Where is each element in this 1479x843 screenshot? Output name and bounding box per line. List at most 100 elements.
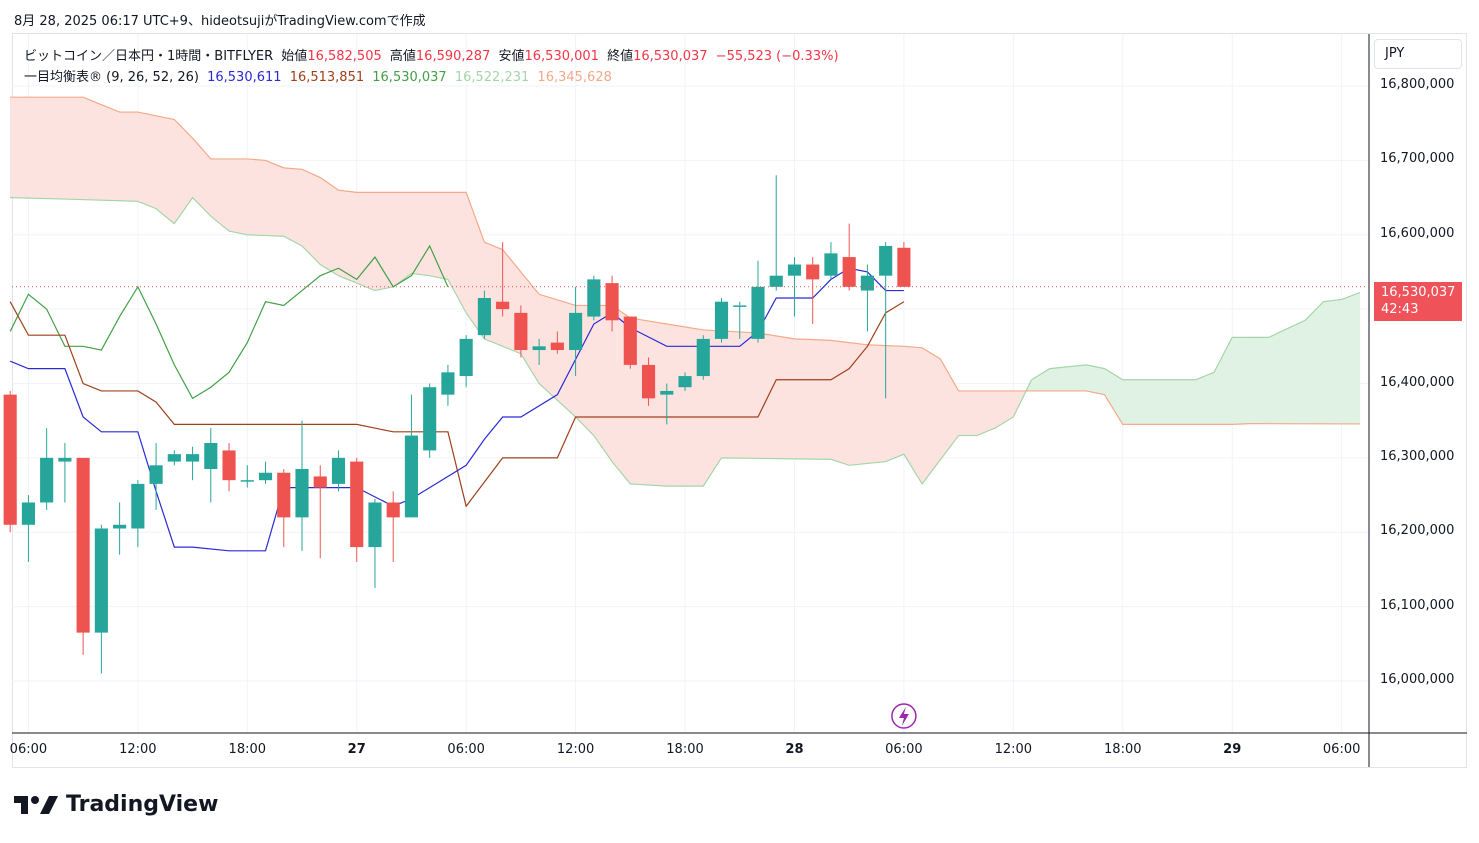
- cloud-bearish-segment: [288, 167, 294, 242]
- symbol-label[interactable]: ビットコイン／日本円・1時間・BITFLYER: [24, 49, 274, 64]
- cloud-bearish-segment: [247, 158, 253, 236]
- cloud-bearish-segment: [470, 204, 476, 327]
- cloud-bullish-segment: [1181, 379, 1187, 425]
- cloud-bearish-segment: [734, 331, 740, 459]
- candle-down: [605, 283, 619, 321]
- cloud-bearish-segment: [23, 96, 29, 199]
- candle-down: [277, 472, 291, 518]
- candles: [3, 175, 911, 674]
- cloud-bearish-segment: [119, 111, 125, 202]
- cloud-bearish-segment: [944, 366, 950, 455]
- candle-up: [21, 502, 35, 525]
- candle-up: [404, 435, 419, 518]
- last-price-tag: 16,530,037 42:43: [1374, 282, 1462, 321]
- cloud-bearish-segment: [370, 192, 376, 291]
- cloud-bullish-segment: [1345, 295, 1352, 425]
- cloud-bullish-segment: [1327, 300, 1333, 425]
- currency-button[interactable]: JPY: [1374, 39, 1462, 69]
- cloud-bearish-segment: [602, 305, 608, 456]
- cloud-bearish-segment: [274, 163, 280, 237]
- cloud-bearish-segment: [771, 334, 777, 459]
- cloud-bearish-segment: [420, 192, 426, 276]
- cloud-bearish-segment: [1003, 390, 1010, 423]
- indicator-label[interactable]: 一目均衡表® (9, 26, 52, 26): [24, 70, 199, 85]
- cloud-bullish-segment: [1254, 337, 1260, 424]
- cloud-bearish-segment: [69, 96, 75, 200]
- y-tick-label: 16,000,000: [1380, 671, 1455, 687]
- cloud-bearish-segment: [452, 192, 458, 297]
- cloud-bearish-segment: [976, 390, 982, 436]
- cloud-bearish-segment: [50, 96, 57, 200]
- x-tick-label: 18:00: [1104, 742, 1142, 757]
- cloud-bearish-segment: [96, 102, 102, 201]
- cloud-bearish-segment: [310, 173, 316, 261]
- cloud-bearish-segment: [228, 158, 234, 233]
- cloud-bearish-segment: [164, 117, 171, 221]
- last-price-value: 16,530,037: [1381, 285, 1456, 300]
- candle-down: [514, 312, 528, 351]
- candle-up: [696, 338, 710, 377]
- cloud-bearish-segment: [652, 321, 658, 486]
- candle-up: [204, 442, 218, 470]
- cloud-bearish-segment: [584, 305, 590, 432]
- cloud-bearish-segment: [60, 96, 66, 200]
- cloud-bearish-segment: [28, 96, 34, 199]
- cloud-bullish-segment: [1149, 379, 1155, 425]
- cloud-bearish-segment: [757, 332, 763, 459]
- cloud-bearish-segment: [306, 170, 312, 256]
- cloud-bearish-segment: [443, 192, 449, 280]
- cloud-bearish-segment: [885, 345, 891, 462]
- cloud-bearish-segment: [461, 192, 467, 313]
- high-value: 16,590,287: [415, 49, 491, 64]
- cloud-bullish-segment: [1286, 326, 1292, 425]
- cloud-bearish-segment: [867, 344, 873, 464]
- cloud-bearish-segment: [397, 192, 403, 284]
- cloud-bearish-segment: [388, 192, 394, 289]
- cloud-bearish-segment: [78, 96, 84, 200]
- cloud-bullish-segment: [1291, 324, 1297, 425]
- cloud-bullish-segment: [1131, 379, 1137, 425]
- cloud-bearish-segment: [73, 96, 79, 200]
- cloud-bearish-segment: [616, 308, 622, 474]
- tradingview-logo[interactable]: TradingView: [14, 792, 218, 817]
- cloud-bearish-segment: [953, 381, 959, 443]
- cloud-bullish-segment: [1332, 299, 1338, 425]
- cloud-bearish-segment: [844, 341, 850, 466]
- cloud-bearish-segment: [949, 374, 955, 449]
- ohlc-legend: ビットコイン／日本円・1時間・BITFLYER 始値16,582,505 高値1…: [24, 45, 843, 64]
- cloud-bearish-segment: [342, 190, 348, 280]
- cloud-bearish-segment: [137, 111, 143, 204]
- cloud-bearish-segment: [753, 332, 759, 459]
- cloud-bullish-segment: [1076, 365, 1082, 392]
- bar-countdown: 42:43: [1381, 302, 1419, 317]
- candle-up: [113, 524, 127, 529]
- cloud-bullish-segment: [1304, 315, 1310, 425]
- senkou-a-line: [10, 196, 1361, 487]
- cloud-bullish-segment: [1218, 354, 1224, 425]
- cloud-bullish-segment: [1140, 379, 1146, 425]
- cloud-bearish-segment: [411, 192, 417, 275]
- cloud-bearish-segment: [917, 347, 923, 485]
- candle-up: [569, 312, 583, 351]
- cloud-bearish-segment: [338, 189, 344, 278]
- overlay: [12, 286, 1369, 729]
- senkou-b-value: 16,345,628: [537, 70, 612, 85]
- cloud-bullish-segment: [1336, 299, 1342, 425]
- cloud-bearish-segment: [133, 111, 139, 202]
- cloud-bearish-segment: [502, 248, 508, 349]
- cloud-bearish-segment: [775, 335, 782, 459]
- cloud-bearish-segment: [908, 346, 914, 470]
- cloud-bearish-segment: [183, 128, 189, 212]
- cloud-bearish-segment: [128, 111, 134, 202]
- cloud-bearish-segment: [292, 168, 298, 244]
- cloud-bullish-segment: [1236, 337, 1242, 425]
- cloud-bearish-segment: [725, 330, 731, 459]
- cloud-bearish-segment: [196, 142, 202, 208]
- cloud-bearish-segment: [940, 358, 946, 461]
- candle-up: [587, 279, 601, 317]
- x-tick-label: 06:00: [447, 742, 485, 757]
- y-tick-label: 16,700,000: [1380, 151, 1455, 167]
- candle-up: [240, 480, 254, 482]
- candle-up: [368, 502, 382, 548]
